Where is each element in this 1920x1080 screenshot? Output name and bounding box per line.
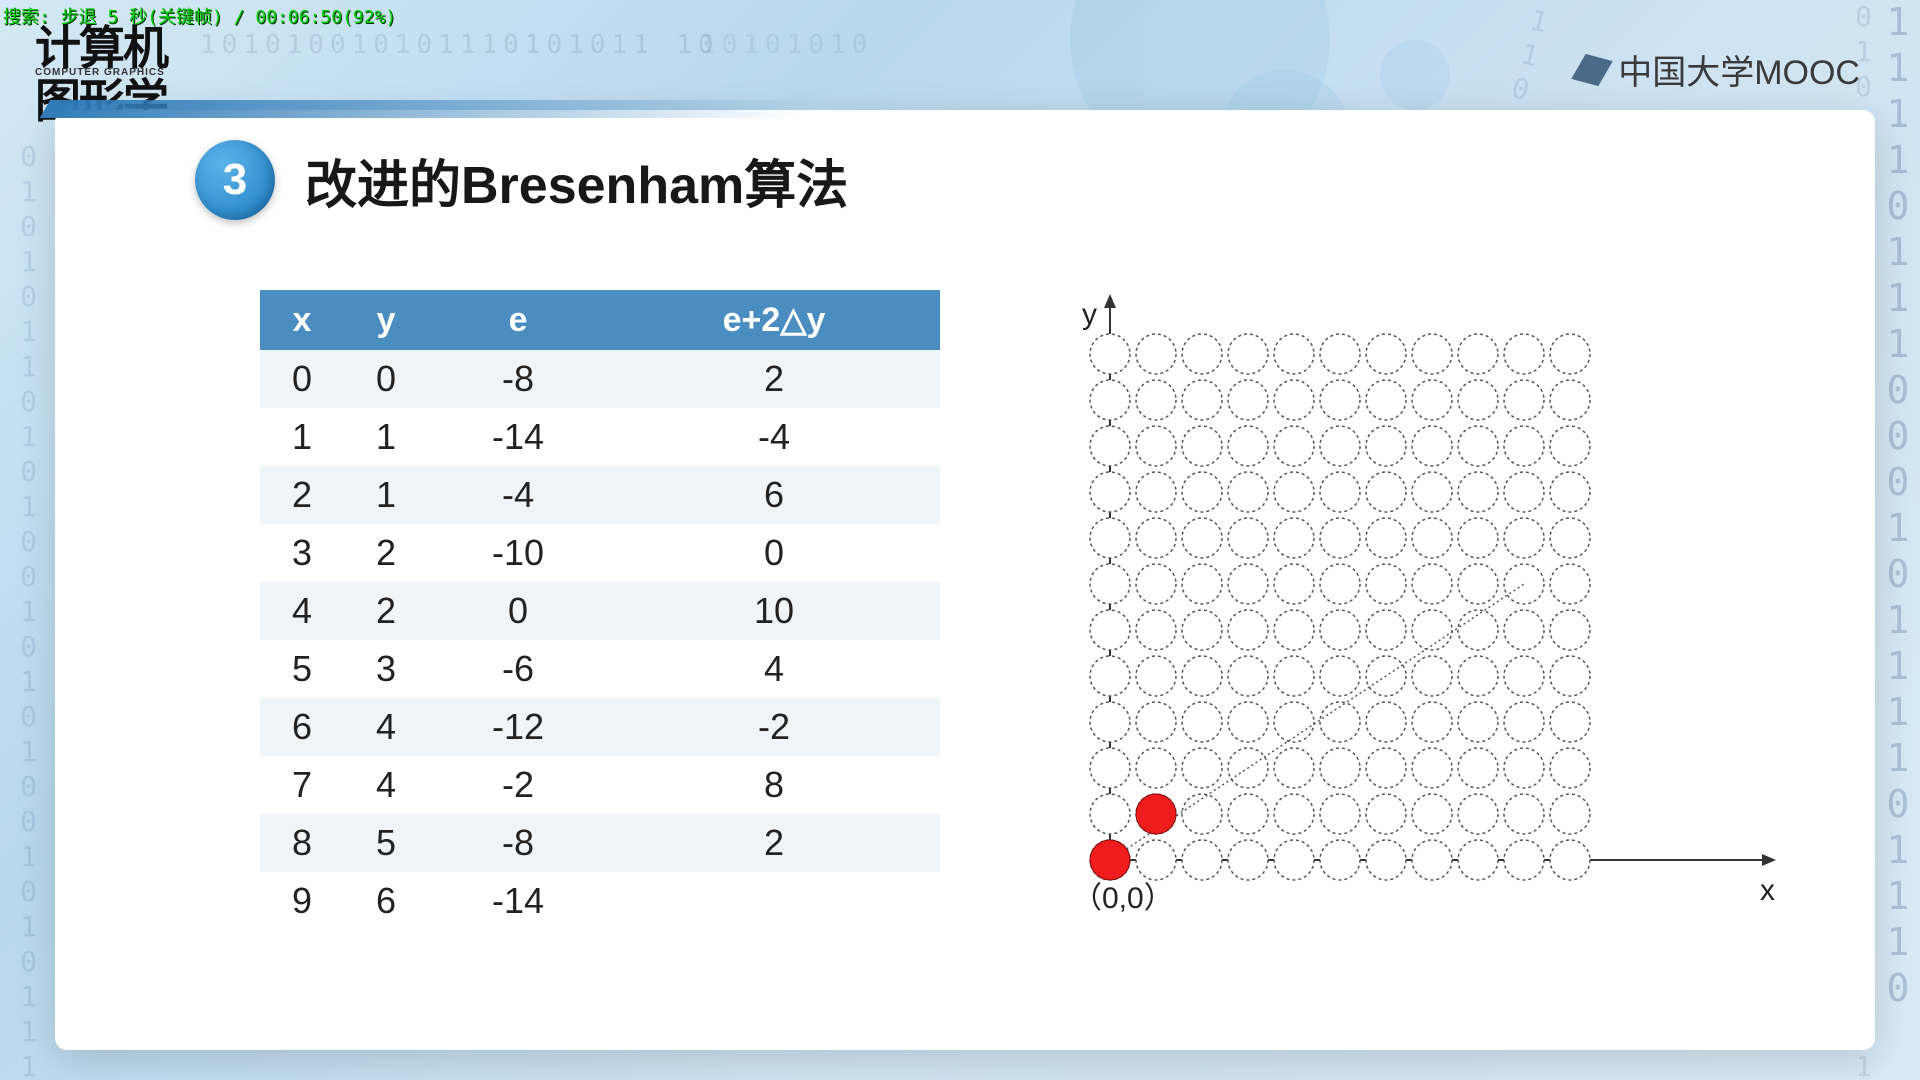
table-cell: 2: [260, 466, 344, 524]
table-cell: 3: [344, 640, 428, 698]
table-cell: 5: [344, 814, 428, 872]
binary-decor: 101010010101110101011 10: [200, 30, 720, 60]
table-cell: 8: [260, 814, 344, 872]
table-header-cell: y: [344, 290, 428, 350]
table-cell: -14: [428, 872, 608, 930]
table-cell: -4: [608, 408, 940, 466]
table-row: 74-28: [260, 756, 940, 814]
table-row: 21-46: [260, 466, 940, 524]
table-cell: -8: [428, 814, 608, 872]
stage: 101010010101110101011 10 10101010 010101…: [0, 0, 1920, 1080]
cube-icon: [1571, 53, 1613, 85]
table-cell: -14: [428, 408, 608, 466]
table-cell: -10: [428, 524, 608, 582]
table-cell: 4: [344, 756, 428, 814]
table-header-cell: e: [428, 290, 608, 350]
table-row: 00-82: [260, 350, 940, 408]
table-cell: 8: [608, 756, 940, 814]
table-row: 42010: [260, 582, 940, 640]
table-header-cell: e+2△y: [608, 290, 940, 350]
table-cell: 0: [260, 350, 344, 408]
binary-col: 1111011100010111101110: [1876, 0, 1920, 1080]
table-cell: 2: [344, 524, 428, 582]
table-cell: 10: [608, 582, 940, 640]
table-cell: 7: [260, 756, 344, 814]
table-cell: 4: [344, 698, 428, 756]
table-cell: -2: [608, 698, 940, 756]
table-cell: 0: [608, 524, 940, 582]
table-cell: 4: [260, 582, 344, 640]
table-row: 32-100: [260, 524, 940, 582]
table-cell: -6: [428, 640, 608, 698]
table-cell: 6: [260, 698, 344, 756]
table-cell: 5: [260, 640, 344, 698]
table-cell: -4: [428, 466, 608, 524]
table-cell: 4: [608, 640, 940, 698]
binary-col: 0101011010100101010010101110101001010100…: [12, 140, 45, 1080]
table-cell: -8: [428, 350, 608, 408]
slide-title: 改进的Bresenham算法: [305, 143, 848, 218]
table-cell: 9: [260, 872, 344, 930]
table-cell: 1: [344, 408, 428, 466]
svg-text:x: x: [1760, 874, 1775, 907]
table-cell: 2: [344, 582, 428, 640]
table-cell: 2: [608, 814, 940, 872]
table-cell: 3: [260, 524, 344, 582]
pixel-grid-diagram: y x （0,0）: [1070, 290, 1810, 950]
table-row: 53-64: [260, 640, 940, 698]
table-row: 96-14: [260, 872, 940, 930]
table-row: 85-82: [260, 814, 940, 872]
table-cell: 0: [428, 582, 608, 640]
table-header-cell: x: [260, 290, 344, 350]
table-cell: 2: [608, 350, 940, 408]
algorithm-table: xyee+2△y 00-8211-14-421-4632-1004201053-…: [260, 290, 940, 930]
svg-text:y: y: [1082, 298, 1097, 331]
table-cell: [608, 872, 940, 930]
table-cell: 6: [608, 466, 940, 524]
table-row: 64-12-2: [260, 698, 940, 756]
table-row: 11-14-4: [260, 408, 940, 466]
table-cell: 1: [260, 408, 344, 466]
table-cell: 0: [344, 350, 428, 408]
slide-heading: 3 改进的Bresenham算法: [195, 140, 848, 220]
table-cell: 6: [344, 872, 428, 930]
table-cell: 1: [344, 466, 428, 524]
mooc-logo: 中国大学MOOC: [1578, 45, 1860, 94]
section-number-badge: 3: [195, 140, 275, 220]
table-cell: -12: [428, 698, 608, 756]
svg-text:（0,0）: （0,0）: [1072, 882, 1174, 915]
binary-decor: 10101010: [700, 30, 873, 60]
table-cell: -2: [428, 756, 608, 814]
